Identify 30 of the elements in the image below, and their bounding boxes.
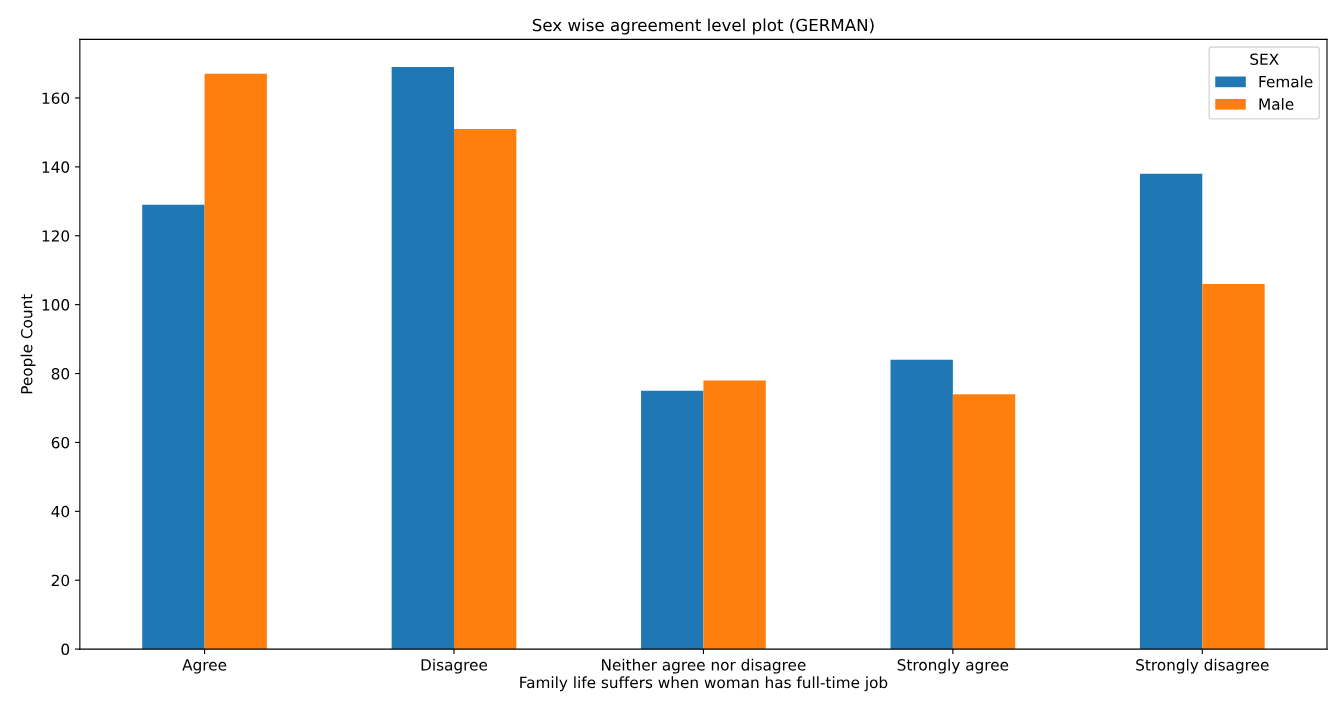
legend-label: Male <box>1259 98 1294 110</box>
legend-label: Female <box>1259 75 1313 88</box>
bar <box>142 204 205 650</box>
x-tick-label: Strongly disagree <box>1136 658 1269 674</box>
y-tick-label: 80 <box>51 368 70 380</box>
x-tick-label: Neither agree nor disagree <box>602 658 806 674</box>
x-tick-label: Strongly agree <box>897 658 1009 674</box>
legend-title: SEX <box>1250 53 1279 65</box>
bar <box>641 390 704 650</box>
bar <box>890 359 953 650</box>
y-tick-label: 160 <box>42 92 70 104</box>
y-tick-label: 0 <box>61 643 70 656</box>
bar <box>703 380 766 650</box>
bar <box>391 66 454 650</box>
bar <box>204 73 267 650</box>
y-axis-title: People Count <box>20 294 36 394</box>
y-tick-label: 120 <box>42 230 70 242</box>
x-tick-label: Agree <box>182 659 227 674</box>
bar <box>454 128 517 650</box>
x-tick-label: Disagree <box>421 658 488 674</box>
bar <box>1202 283 1265 650</box>
bar <box>1139 173 1203 650</box>
y-tick-label: 40 <box>51 505 70 518</box>
chart-title: Sex wise agreement level plot (GERMAN) <box>532 18 874 35</box>
y-tick-label: 100 <box>42 299 70 311</box>
x-axis-title: Family life suffers when woman has full-time job <box>520 676 888 692</box>
y-tick-label: 140 <box>42 161 70 173</box>
y-tick-label: 60 <box>51 436 70 449</box>
y-tick-label: 20 <box>51 574 70 587</box>
bar <box>952 394 1016 650</box>
